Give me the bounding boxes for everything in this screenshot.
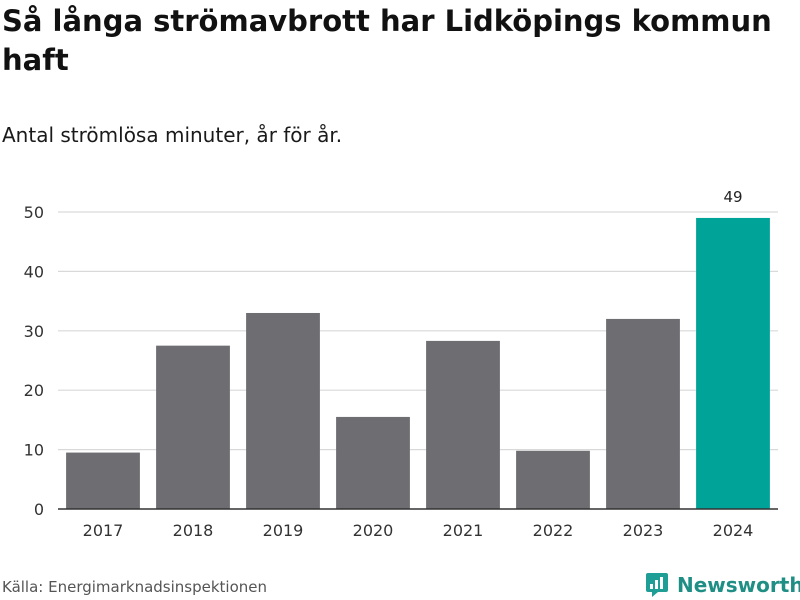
bar: [426, 340, 500, 509]
chart-subtitle: Antal strömlösa minuter, år för år.: [2, 123, 343, 147]
y-tick-label: 40: [24, 262, 44, 281]
x-tick-label: 2017: [83, 521, 124, 540]
x-axis-ticks: 2017 2018 2019 2020 2021 2022 2023 2024: [83, 521, 754, 540]
x-tick-label: 2024: [713, 521, 754, 540]
bar: [156, 345, 230, 509]
bars: [66, 217, 770, 509]
newsworthy-logo-icon: [646, 573, 668, 597]
x-tick-label: 2018: [173, 521, 214, 540]
data-labels: 49: [723, 188, 742, 206]
bar: [516, 450, 590, 509]
x-tick-label: 2022: [533, 521, 574, 540]
bar: [66, 452, 140, 509]
x-tick-label: 2020: [353, 521, 394, 540]
bar: [696, 217, 770, 509]
y-tick-label: 50: [24, 203, 44, 222]
chart-title: Så långa strömavbrott har Lidköpings kom…: [2, 4, 772, 77]
y-axis-ticks: 0 10 20 30 40 50: [24, 203, 44, 519]
y-tick-label: 30: [24, 322, 44, 341]
y-tick-label: 20: [24, 381, 44, 400]
brand-logo: Newsworthy: [645, 570, 800, 600]
bar: [246, 312, 320, 509]
bar: [606, 318, 680, 509]
x-tick-label: 2019: [263, 521, 304, 540]
brand-name: Newsworthy: [677, 573, 800, 597]
source-note: Källa: Energimarknadsinspektionen: [2, 578, 268, 596]
x-tick-label: 2021: [443, 521, 484, 540]
y-tick-label: 0: [34, 500, 44, 519]
y-tick-label: 10: [24, 441, 44, 460]
data-label: 49: [723, 188, 742, 206]
x-tick-label: 2023: [623, 521, 664, 540]
bar: [336, 416, 410, 509]
